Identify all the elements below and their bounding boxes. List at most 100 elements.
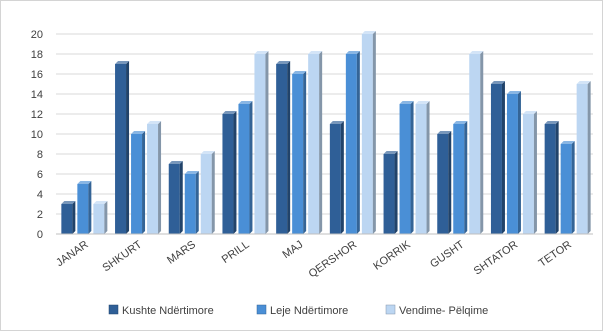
bar-top (292, 71, 307, 74)
legend-label: Kushte Ndërtimore (122, 305, 214, 317)
bar (168, 161, 183, 234)
y-tick-label: 12 (31, 109, 43, 121)
bar (361, 31, 376, 234)
bar-top (61, 201, 76, 204)
bar (544, 121, 559, 234)
bar-front (254, 54, 266, 234)
bar-side (158, 121, 162, 234)
bar-side (426, 101, 430, 234)
bar (147, 121, 162, 234)
y-tick-label: 14 (31, 89, 43, 101)
bar-side (587, 81, 591, 234)
bar-front (399, 104, 411, 234)
bar-front (168, 164, 180, 234)
bar-side (142, 131, 146, 234)
bar-side (179, 161, 183, 234)
bar-top (560, 141, 575, 144)
bar (490, 81, 505, 234)
bar-side (88, 181, 92, 234)
bar-top (184, 171, 199, 174)
bar-front (361, 34, 373, 234)
bar (576, 81, 591, 234)
legend-label: Vendime- Pëlqime (399, 305, 488, 317)
bar (522, 111, 537, 234)
x-tick-label: SHTATOR (472, 239, 520, 278)
x-tick-label: MARS (165, 239, 198, 267)
bar-front (522, 114, 534, 234)
bar (93, 201, 108, 234)
y-tick-label: 20 (31, 29, 43, 41)
y-tick-label: 8 (37, 149, 43, 161)
bar-front (93, 204, 105, 234)
bar-front (276, 64, 288, 234)
bar (61, 201, 76, 234)
bar-front (437, 134, 449, 234)
bar-top (77, 181, 92, 184)
bar-side (195, 171, 199, 234)
bar (560, 141, 575, 234)
y-tick-label: 16 (31, 69, 43, 81)
bar-top (453, 121, 468, 124)
bar-top (222, 111, 237, 114)
bar-side (340, 121, 344, 234)
bar-front (415, 104, 427, 234)
bar-side (303, 71, 307, 234)
legend-swatch (385, 304, 396, 315)
bar (506, 91, 521, 234)
bar-front (115, 64, 127, 234)
bar-front (77, 184, 89, 234)
bar-side (394, 151, 398, 234)
x-tick-label: TETOR (537, 239, 574, 270)
bar-top (361, 31, 376, 34)
y-tick-label: 2 (37, 209, 43, 221)
bar-top (115, 61, 130, 64)
bar-top (437, 131, 452, 134)
bar-front (308, 54, 320, 234)
bar-side (72, 201, 76, 234)
bar-side (517, 91, 521, 234)
bar (238, 101, 253, 234)
x-tick-label: GUSHT (428, 238, 467, 270)
bar-side (265, 51, 269, 234)
bar-front (345, 54, 357, 234)
legend-swatch (108, 304, 119, 315)
bar-top (399, 101, 414, 104)
bar-front (184, 174, 196, 234)
bar (383, 151, 398, 234)
bar-side (104, 201, 108, 234)
bar-top (238, 101, 253, 104)
bar-side (356, 51, 360, 234)
bar-top (329, 121, 344, 124)
bar-side (464, 121, 468, 234)
y-tick-label: 0 (37, 229, 43, 241)
bar-top (576, 81, 591, 84)
bar-side (319, 51, 323, 234)
bar (453, 121, 468, 234)
x-tick-label: SHKURT (101, 238, 145, 274)
bar-front (131, 134, 143, 234)
x-tick-label: QERSHOR (307, 239, 359, 281)
bar-side (249, 101, 253, 234)
bar-top (544, 121, 559, 124)
bar-top (147, 121, 162, 124)
bar-front (576, 84, 588, 234)
bar (77, 181, 92, 234)
bar-side (287, 61, 291, 234)
bar-front (544, 124, 556, 234)
bar-top (276, 61, 291, 64)
bar (437, 131, 452, 234)
bar-side (555, 121, 559, 234)
bar (276, 61, 291, 234)
legend-swatch (256, 304, 267, 315)
bar-front (453, 124, 465, 234)
bar-side (571, 141, 575, 234)
bar-side (372, 31, 376, 234)
bar-front (292, 74, 304, 234)
bar (292, 71, 307, 234)
bar-side (501, 81, 505, 234)
bar-front (469, 54, 481, 234)
bar-top (522, 111, 537, 114)
bar (115, 61, 130, 234)
legend-label: Leje Ndërtimore (270, 305, 348, 317)
bar-front (238, 104, 250, 234)
